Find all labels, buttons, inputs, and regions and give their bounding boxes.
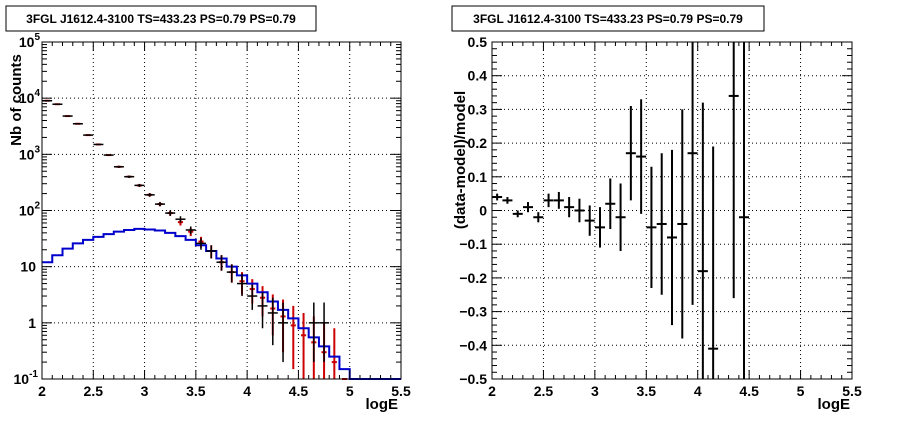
counts-x-tick-label: 5 bbox=[346, 383, 354, 399]
counts-x-tick-label: 2 bbox=[38, 383, 46, 399]
residual-x-tick-label: 4.5 bbox=[739, 383, 759, 399]
counts-y-tick-label: 1 bbox=[28, 315, 36, 331]
counts-panel: 3FGL J1612.4-3100 TS=433.23 PS=0.79 PS=0… bbox=[5, 5, 411, 413]
counts-x-tick-label: 5.5 bbox=[391, 383, 411, 399]
counts-x-tick-label: 3 bbox=[141, 383, 149, 399]
residual-y-tick-label: −0.4 bbox=[459, 337, 487, 353]
residual-y-tick-label: 0 bbox=[479, 203, 487, 219]
counts-y-label: Nb of counts bbox=[8, 54, 25, 146]
residual-x-tick-label: 3.5 bbox=[637, 383, 657, 399]
residual-y-tick-label: 0.2 bbox=[468, 135, 488, 151]
residual-x-tick-label: 5 bbox=[797, 383, 805, 399]
residual-title: 3FGL J1612.4-3100 TS=433.23 PS=0.79 PS=0… bbox=[473, 12, 743, 26]
residual-x-tick-label: 4 bbox=[694, 383, 702, 399]
counts-y-tick-label: 105 bbox=[19, 32, 41, 50]
counts-y-tick-label: 104 bbox=[19, 88, 41, 106]
counts-x-tick-label: 2.5 bbox=[84, 383, 104, 399]
counts-title-box bbox=[5, 5, 317, 32]
residual-y-tick-label: 0.3 bbox=[468, 101, 488, 117]
residual-y-tick-label: 0.1 bbox=[468, 169, 488, 185]
counts-x-tick-label: 4.5 bbox=[289, 383, 309, 399]
residual-x-tick-label: 2.5 bbox=[534, 383, 554, 399]
residual-y-tick-label: 0.4 bbox=[468, 68, 488, 84]
residual-x-label: logE bbox=[818, 396, 851, 413]
residual-x-tick-label: 2 bbox=[488, 383, 496, 399]
residual-x-tick-label: 5.5 bbox=[842, 383, 862, 399]
residual-y-label: (data-model)/model bbox=[452, 91, 469, 229]
residual-y-tick-label: 0.5 bbox=[468, 34, 488, 50]
residual-title-box bbox=[451, 5, 765, 32]
counts-y-tick-label: 103 bbox=[19, 144, 41, 162]
counts-x-tick-label: 3.5 bbox=[186, 383, 206, 399]
counts-y-tick-label: 102 bbox=[19, 201, 41, 219]
residual-y-tick-label: −0.1 bbox=[459, 236, 487, 252]
residual-panel: 3FGL J1612.4-3100 TS=433.23 PS=0.79 PS=0… bbox=[451, 5, 862, 413]
counts-plot-area bbox=[42, 42, 401, 379]
residual-y-tick-label: −0.2 bbox=[459, 270, 487, 286]
counts-title: 3FGL J1612.4-3100 TS=433.23 PS=0.79 PS=0… bbox=[26, 12, 296, 26]
counts-y-tick-label: 10-1 bbox=[14, 369, 39, 387]
residual-y-tick-label: −0.3 bbox=[459, 304, 487, 320]
counts-y-tick-label: 10 bbox=[20, 259, 36, 275]
counts-x-label: logE bbox=[366, 396, 399, 413]
residual-y-tick-label: −0.5 bbox=[459, 371, 487, 387]
residual-x-tick-label: 3 bbox=[591, 383, 599, 399]
counts-x-tick-label: 4 bbox=[243, 383, 251, 399]
